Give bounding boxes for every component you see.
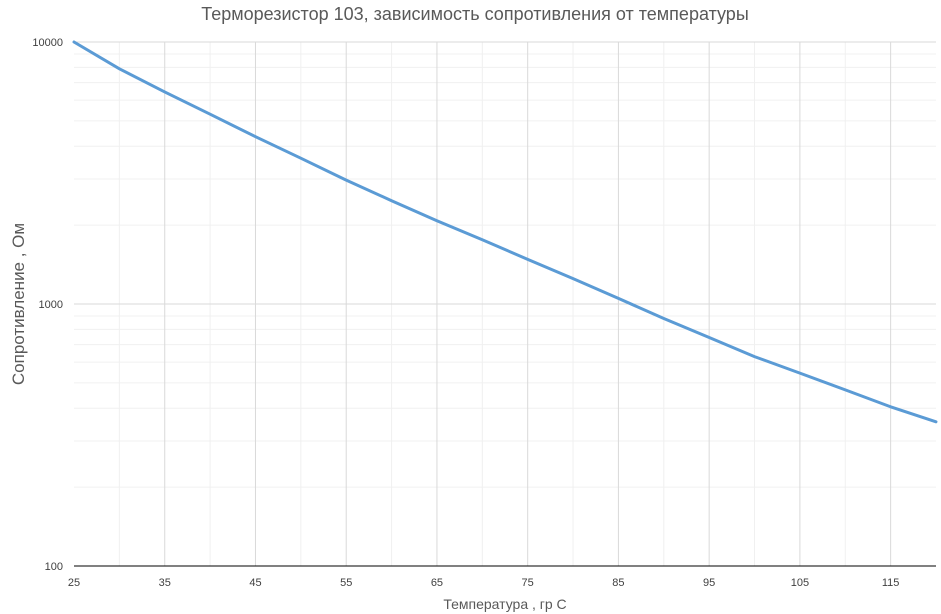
x-axis-title: Температура , гр С (443, 596, 566, 612)
chart-title: Терморезистор 103, зависимость сопротивл… (201, 4, 749, 24)
x-tick-label: 85 (612, 577, 624, 589)
x-tick-label: 45 (249, 577, 261, 589)
x-tick-label: 105 (791, 577, 809, 589)
y-axis-title: Сопротивление , Ом (9, 223, 28, 385)
x-tick-label: 65 (431, 577, 443, 589)
y-tick-labels: 10000 1000 100 (32, 37, 63, 573)
x-tick-label: 95 (703, 577, 715, 589)
y-tick-label: 100 (45, 561, 63, 573)
major-grid (74, 41, 936, 566)
x-tick-labels: 25 35 45 55 65 75 85 95 105 115 (68, 577, 900, 589)
x-tick-label: 25 (68, 577, 80, 589)
series-line (72, 40, 938, 424)
x-tick-label: 55 (340, 577, 352, 589)
x-tick-label: 35 (159, 577, 171, 589)
minor-grid (74, 42, 936, 566)
y-tick-label: 10000 (32, 37, 63, 49)
y-tick-label: 1000 (39, 299, 63, 311)
series-group (72, 40, 938, 424)
x-tick-label: 75 (522, 577, 534, 589)
x-tick-label: 115 (882, 577, 900, 589)
